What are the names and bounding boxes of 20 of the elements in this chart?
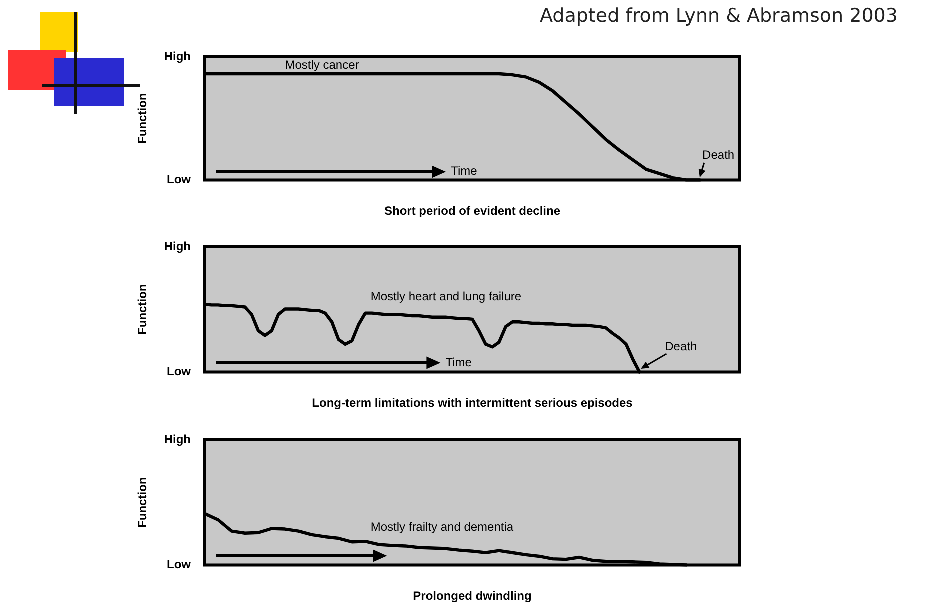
text: Mostly heart and lung failure	[370, 289, 522, 304]
text: Mostly cancer	[285, 58, 360, 72]
text: High	[164, 49, 191, 64]
text: High	[164, 239, 191, 254]
y-axis-title: Function	[135, 93, 150, 144]
text: Low	[167, 364, 192, 379]
text: Adapted from Lynn & Abramson 2003	[540, 4, 899, 28]
annotation: Time	[446, 356, 472, 370]
annotation: Mostly frailty and dementia	[370, 520, 514, 534]
annotation: Time	[451, 164, 478, 178]
annotation: Death	[665, 339, 698, 354]
y-axis-title: Function	[135, 477, 150, 528]
y-axis-title: Function	[135, 284, 150, 335]
text: Low	[167, 172, 192, 187]
annotation: Death	[702, 148, 735, 162]
text: High	[164, 432, 191, 446]
x-axis-title: Prolonged dwindling	[413, 589, 532, 604]
text: Low	[167, 558, 192, 572]
x-axis-title: Long-term limitations with intermittent serious episodes	[312, 396, 634, 410]
x-axis-title: Short period of evident decline	[384, 204, 561, 218]
